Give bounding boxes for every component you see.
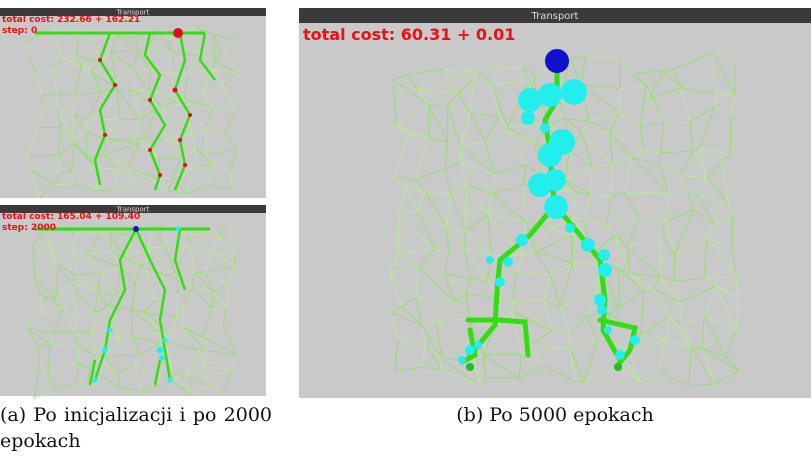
mesh-edge — [87, 119, 120, 120]
sink-node — [614, 363, 622, 371]
caption: (a) Po inicjalizacji i po 2000 epokach — [0, 402, 272, 454]
source-node — [133, 226, 139, 232]
source-node — [545, 49, 569, 73]
mesh-edge — [484, 355, 522, 356]
total-cost: total cost: 60.31 + 0.01 — [303, 25, 515, 44]
total-cost: total cost: 232.66 + 162.21 — [2, 15, 140, 25]
window: Transport total cost: 165.04 + 109.40 st… — [0, 205, 266, 399]
figure-page: {"windows": [ {"title": "Transport", "to… — [0, 0, 811, 471]
window: Transport total cost: 232.66 + 162.21 st… — [0, 8, 266, 198]
mesh-edge — [619, 269, 620, 308]
sink-node — [466, 363, 474, 371]
caption: (b) Po 5000 epokach — [299, 402, 811, 428]
window: Transport total cost: 60.31 + 0.01 — [299, 8, 811, 398]
step: step: 2000 — [2, 223, 56, 233]
mesh-edge — [573, 192, 574, 218]
total-cost: total cost: 165.04 + 109.40 — [2, 212, 140, 222]
mesh-edge — [572, 236, 573, 264]
window-title: Transport — [531, 11, 579, 22]
mesh-edge — [730, 114, 731, 154]
mesh-edge — [101, 233, 109, 234]
screenshots: Transport total cost: 232.66 + 162.21 st… — [0, 0, 811, 400]
step: step: 0 — [2, 26, 37, 36]
